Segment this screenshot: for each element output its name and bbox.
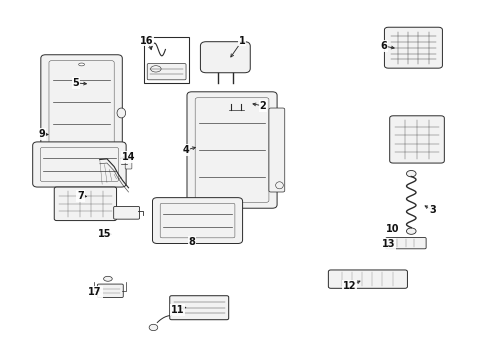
Ellipse shape [150, 66, 161, 72]
FancyBboxPatch shape [169, 296, 228, 320]
Text: 14: 14 [122, 152, 135, 162]
FancyBboxPatch shape [152, 198, 242, 243]
FancyBboxPatch shape [33, 142, 126, 187]
FancyBboxPatch shape [97, 284, 123, 297]
Ellipse shape [117, 108, 125, 118]
Text: 4: 4 [183, 145, 189, 155]
FancyBboxPatch shape [385, 238, 425, 249]
FancyBboxPatch shape [125, 160, 132, 169]
FancyBboxPatch shape [389, 116, 444, 163]
Text: 5: 5 [72, 78, 79, 88]
Text: 9: 9 [39, 129, 45, 139]
Text: 8: 8 [188, 237, 195, 247]
FancyBboxPatch shape [54, 187, 116, 221]
FancyBboxPatch shape [268, 108, 284, 192]
Text: 17: 17 [88, 287, 102, 297]
Ellipse shape [406, 171, 415, 177]
Ellipse shape [275, 182, 283, 189]
FancyBboxPatch shape [200, 42, 250, 73]
Text: 7: 7 [77, 191, 84, 201]
Ellipse shape [103, 276, 112, 281]
Text: 13: 13 [381, 239, 394, 249]
FancyBboxPatch shape [328, 270, 407, 288]
Text: 12: 12 [343, 281, 356, 291]
FancyBboxPatch shape [147, 64, 185, 80]
Ellipse shape [406, 228, 415, 234]
Text: 16: 16 [139, 36, 153, 46]
Text: 15: 15 [98, 229, 111, 239]
FancyBboxPatch shape [41, 55, 122, 150]
FancyBboxPatch shape [384, 27, 442, 68]
Ellipse shape [79, 63, 84, 66]
FancyBboxPatch shape [186, 92, 277, 208]
Text: 6: 6 [379, 41, 386, 51]
FancyBboxPatch shape [113, 207, 139, 219]
Text: 1: 1 [238, 36, 245, 46]
Ellipse shape [149, 324, 158, 330]
Text: 10: 10 [386, 224, 399, 234]
Text: 11: 11 [170, 305, 184, 315]
FancyBboxPatch shape [224, 95, 246, 105]
Text: 2: 2 [259, 101, 265, 111]
Bar [143, 37, 189, 83]
Text: 3: 3 [428, 205, 435, 215]
